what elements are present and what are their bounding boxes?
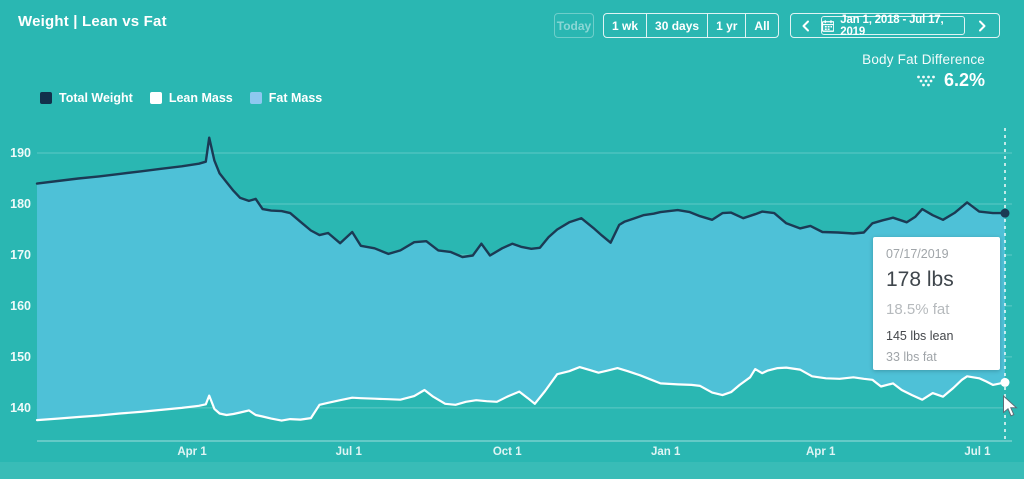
legend-item-fat-mass[interactable]: Fat Mass xyxy=(249,91,323,105)
y-tick-label: 160 xyxy=(10,299,31,313)
fat-mass-band xyxy=(37,137,1005,421)
tooltip-date: 07/17/2019 xyxy=(886,247,949,261)
chevron-left-icon xyxy=(802,20,809,31)
lean-mass-end-dot xyxy=(1000,377,1010,387)
prev-range-button[interactable] xyxy=(791,14,821,37)
y-tick-label: 140 xyxy=(10,401,31,415)
tooltip-fat-mass: 33 lbs fat xyxy=(886,350,937,364)
chevron-right-icon xyxy=(979,20,986,31)
date-range-label: Jan 1, 2018 - Jul 17, 2019 xyxy=(840,13,944,38)
lean-mass-line xyxy=(35,366,1007,422)
legend-label: Total Weight xyxy=(59,91,133,105)
footer-strip xyxy=(0,462,1024,479)
x-tick-label: Jan 1 xyxy=(651,446,681,458)
y-tick-label: 180 xyxy=(10,197,31,211)
fat-mass-swatch xyxy=(249,92,262,104)
page-title: Weight | Lean vs Fat xyxy=(18,13,167,30)
range-button-group: 1 wk 30 days 1 yr All xyxy=(603,13,779,38)
weight-chart[interactable]: 140 150 160 170 180 190 Apr 1 Jul 1 Oct 1 Jan 1 Ap… xyxy=(0,120,1024,462)
date-range-display[interactable]: Jan 1, 2018 - Jul 17, 2019 xyxy=(821,13,965,38)
body-fat-difference: Body Fat Difference 6.2% xyxy=(862,52,985,91)
body-fat-icon xyxy=(917,75,935,86)
legend-label: Lean Mass xyxy=(168,91,233,105)
date-range-navigator: Jan 1, 2018 - Jul 17, 2019 xyxy=(790,13,1000,38)
legend-item-lean-mass[interactable]: Lean Mass xyxy=(149,91,233,105)
next-range-button[interactable] xyxy=(965,14,999,37)
y-tick-label: 150 xyxy=(10,350,31,364)
x-tick-label: Oct 1 xyxy=(493,446,522,458)
today-button[interactable]: Today xyxy=(554,13,594,38)
body-fat-difference-label: Body Fat Difference xyxy=(862,52,985,67)
calendar-icon xyxy=(822,19,835,32)
x-tick-label: Apr 1 xyxy=(806,446,836,458)
tooltip-total-weight: 178 lbs xyxy=(886,268,954,291)
x-tick-label: Jul 1 xyxy=(336,446,363,458)
body-fat-difference-value: 6.2% xyxy=(943,70,985,90)
legend-label: Fat Mass xyxy=(268,91,323,105)
total-weight-line xyxy=(35,136,1007,259)
x-tick-label: Apr 1 xyxy=(177,446,207,458)
y-tick-label: 190 xyxy=(10,146,31,160)
y-tick-label: 170 xyxy=(10,248,31,262)
range-button-30days[interactable]: 30 days xyxy=(646,14,707,37)
x-tick-label: Jul 1 xyxy=(964,446,991,458)
mouse-cursor-pointer-icon xyxy=(1003,395,1018,417)
weight-chart-svg[interactable]: 140 150 160 170 180 190 Apr 1 Jul 1 Oct 1 Jan 1 Ap… xyxy=(0,120,1024,462)
chart-tooltip: 07/17/2019 178 lbs 18.5% fat 145 lbs lea… xyxy=(873,237,1000,370)
tooltip-fat-percent: 18.5% fat xyxy=(886,301,950,318)
chart-legend: Total Weight Lean Mass Fat Mass xyxy=(40,91,322,105)
tooltip-lean-mass: 145 lbs lean xyxy=(886,329,954,343)
legend-item-total-weight[interactable]: Total Weight xyxy=(40,91,133,105)
total-weight-end-dot xyxy=(1000,208,1010,218)
range-button-all[interactable]: All xyxy=(745,14,777,37)
range-button-1wk[interactable]: 1 wk xyxy=(612,18,639,33)
lean-mass-swatch xyxy=(149,92,162,104)
range-button-1yr[interactable]: 1 yr xyxy=(707,14,745,37)
total-weight-swatch xyxy=(40,92,52,104)
